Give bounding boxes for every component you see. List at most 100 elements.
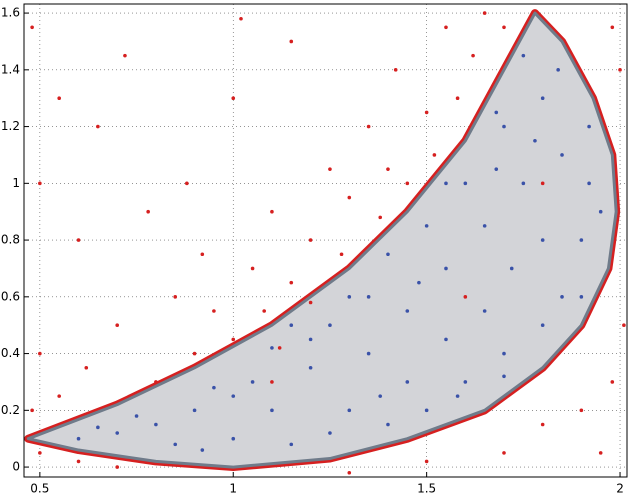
point	[482, 224, 487, 228]
point	[455, 96, 460, 101]
point	[270, 408, 274, 413]
point	[579, 408, 584, 413]
point	[521, 53, 526, 58]
point	[502, 124, 506, 129]
point	[30, 408, 34, 413]
point	[289, 442, 294, 447]
point	[556, 68, 560, 72]
point	[540, 96, 545, 101]
point	[231, 337, 236, 342]
point	[618, 68, 622, 72]
point	[502, 25, 506, 30]
point	[96, 425, 100, 430]
point	[405, 380, 410, 384]
point	[231, 96, 236, 101]
point	[455, 394, 460, 398]
point	[494, 167, 499, 171]
point	[386, 252, 390, 257]
point	[540, 422, 545, 427]
point	[262, 309, 266, 313]
point	[200, 448, 205, 452]
plot-content	[24, 9, 626, 475]
region	[26, 11, 618, 469]
point	[540, 181, 545, 186]
y-tick-label: 0.4	[1, 346, 20, 360]
point	[185, 181, 189, 186]
point	[378, 215, 383, 220]
point	[289, 323, 294, 327]
point	[424, 110, 429, 115]
point	[308, 300, 313, 305]
point	[463, 295, 468, 299]
point	[386, 422, 390, 427]
point	[200, 252, 205, 257]
point	[76, 436, 81, 441]
point	[444, 25, 448, 30]
point	[173, 442, 178, 447]
point	[212, 309, 216, 313]
point	[57, 96, 61, 101]
point	[471, 53, 475, 58]
point	[540, 323, 545, 327]
point	[347, 408, 352, 413]
point	[308, 238, 313, 242]
point	[444, 181, 448, 186]
point	[622, 323, 626, 327]
point	[347, 195, 352, 200]
point	[270, 346, 274, 350]
point	[533, 138, 537, 143]
point	[598, 451, 603, 455]
point	[57, 394, 61, 398]
x-tick-label: 2	[616, 482, 624, 496]
point	[587, 181, 591, 186]
point	[239, 16, 243, 21]
point	[444, 337, 448, 342]
y-tick-label: 0.8	[1, 233, 20, 247]
point	[509, 266, 514, 271]
point	[38, 451, 42, 455]
point	[250, 380, 255, 384]
point	[347, 295, 352, 299]
point	[123, 53, 127, 58]
y-tick-label: 1.2	[1, 119, 20, 133]
point	[610, 25, 615, 30]
point	[212, 385, 216, 390]
point	[424, 224, 429, 228]
point	[38, 181, 42, 186]
point	[84, 365, 89, 370]
point	[494, 110, 499, 115]
y-tick-label: 1	[12, 176, 20, 190]
point	[115, 323, 120, 327]
point	[432, 153, 437, 157]
point	[38, 351, 42, 356]
point	[482, 309, 487, 313]
point	[134, 414, 139, 418]
point	[270, 209, 274, 214]
point	[76, 459, 81, 464]
point	[366, 295, 371, 299]
point	[386, 167, 390, 171]
point	[308, 365, 313, 370]
point	[30, 25, 34, 30]
point	[378, 394, 383, 398]
point	[192, 351, 197, 356]
point	[115, 431, 120, 435]
point	[540, 238, 545, 242]
x-tick-label: 1	[229, 482, 237, 496]
point	[405, 309, 410, 313]
point	[598, 209, 603, 214]
point	[521, 181, 526, 186]
point	[154, 422, 158, 427]
point	[289, 280, 294, 285]
point	[560, 153, 564, 157]
point	[366, 351, 371, 356]
point	[250, 266, 255, 271]
y-tick-label: 0	[12, 460, 20, 474]
point	[424, 459, 429, 464]
point	[610, 380, 615, 384]
point	[277, 346, 282, 350]
point	[424, 408, 429, 413]
y-tick-label: 1.6	[1, 6, 20, 20]
x-tick-label: 1.5	[417, 482, 436, 496]
